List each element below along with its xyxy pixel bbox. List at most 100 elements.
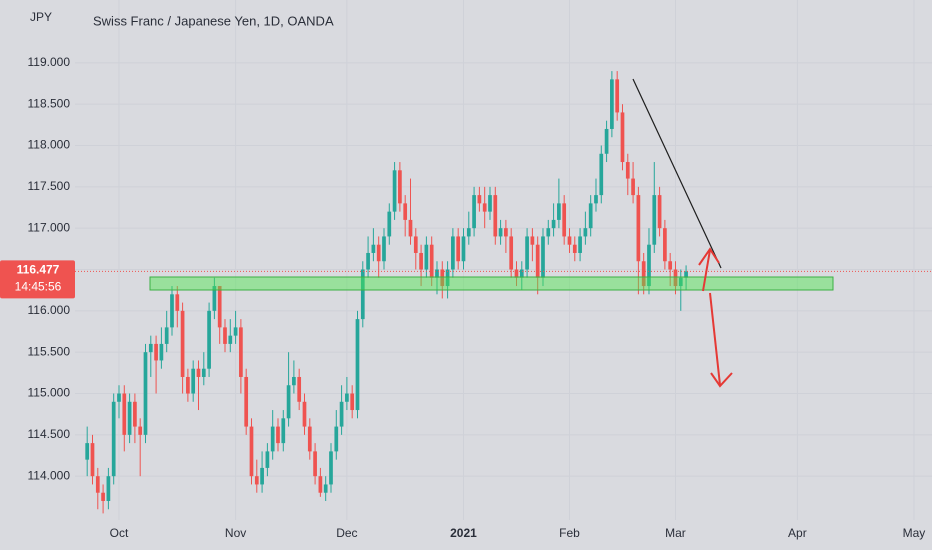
countdown-label: 14:45:56 <box>15 280 62 294</box>
candles <box>85 71 688 514</box>
x-tick-label: Mar <box>665 526 686 540</box>
candle-body <box>578 236 582 253</box>
candle-body <box>504 228 508 237</box>
candle-body <box>148 343 153 353</box>
candle-body <box>567 236 572 245</box>
candle-body <box>85 443 90 460</box>
candle-body <box>610 79 614 129</box>
candle-body <box>678 277 683 287</box>
candle-body <box>673 269 678 287</box>
candle-body <box>345 393 349 402</box>
candle-body <box>122 393 127 435</box>
arrows <box>698 247 733 388</box>
candle-body <box>477 195 482 204</box>
candle-body <box>223 327 227 344</box>
candle-body <box>270 426 275 452</box>
candle-body <box>170 294 174 328</box>
candle-body <box>207 310 211 369</box>
candle-body <box>307 426 312 452</box>
candle-body <box>498 228 503 237</box>
candle-body <box>620 112 625 163</box>
candle-body <box>350 393 355 411</box>
candle-body <box>445 269 450 287</box>
candle-body <box>191 368 196 394</box>
candle-body <box>657 195 662 229</box>
y-tick-label: 115.000 <box>28 386 71 400</box>
candle-body <box>652 195 657 245</box>
candle-body <box>514 269 519 278</box>
candle-body <box>339 401 344 427</box>
candle-body <box>323 484 328 493</box>
candle-body <box>302 401 307 427</box>
currency: JPY <box>30 10 52 24</box>
candle-body <box>594 195 598 204</box>
price-label-box <box>0 260 75 299</box>
candle-body <box>286 385 291 419</box>
candle-body <box>615 79 620 113</box>
price-label: 116.477 <box>17 263 60 277</box>
candle-body <box>525 236 529 270</box>
candle-body <box>249 426 254 477</box>
arrow-down-head <box>710 372 733 388</box>
candle-body <box>466 228 471 237</box>
candle-body <box>546 228 551 237</box>
candle-body <box>117 393 121 402</box>
candle-body <box>228 335 233 344</box>
candle-body <box>334 426 339 452</box>
candle-body <box>260 467 264 485</box>
candle-body <box>668 261 673 270</box>
candle-body <box>562 203 567 237</box>
candle-body <box>138 426 143 435</box>
candle-body <box>424 244 429 270</box>
x-tick-label: May <box>903 526 926 540</box>
candle-body <box>201 368 206 377</box>
candle-body <box>541 236 545 278</box>
candle-body <box>392 170 397 212</box>
candle-body <box>451 236 455 270</box>
candle-body <box>244 376 249 427</box>
x-tick-label: 2021 <box>450 526 477 540</box>
x-tick-label: Feb <box>559 526 580 540</box>
candle-body <box>217 286 222 328</box>
candle-body <box>684 271 688 278</box>
candle-body <box>435 269 439 278</box>
candle-body <box>530 236 535 245</box>
candle-body <box>154 343 158 361</box>
candle-body <box>482 203 487 212</box>
candle-body <box>403 203 408 220</box>
candle-body <box>164 327 169 344</box>
candle-body <box>382 236 386 262</box>
candle-body <box>583 228 588 237</box>
candle-body <box>95 476 100 493</box>
candle-body <box>376 244 381 262</box>
chart-title: Swiss Franc / Japanese Yen, 1D, OANDA <box>93 13 334 28</box>
candle-body <box>329 451 333 485</box>
y-tick-label: 117.500 <box>28 179 71 193</box>
candle-body <box>276 426 280 444</box>
y-tick-label: 115.500 <box>28 344 71 358</box>
x-tick-label: Dec <box>336 526 357 540</box>
candle-body <box>159 343 164 361</box>
axes: 114.000114.500115.000115.500116.000116.5… <box>0 55 932 540</box>
x-tick-label: Oct <box>110 526 129 540</box>
y-tick-label: 118.000 <box>28 138 71 152</box>
candle-body <box>180 310 185 377</box>
candle-body <box>440 269 445 287</box>
candle-body <box>292 376 296 386</box>
candle-body <box>233 327 238 336</box>
candle-body <box>143 352 148 435</box>
candle-body <box>604 128 609 154</box>
y-tick-label: 116.000 <box>28 303 71 317</box>
candle-body <box>488 195 492 212</box>
candle-body <box>281 418 286 444</box>
candle-body <box>493 195 498 237</box>
candle-body <box>313 451 317 477</box>
candle-body <box>371 244 376 253</box>
candle-body <box>212 286 217 311</box>
candle-body <box>429 244 434 278</box>
candle-body <box>461 236 466 262</box>
candle-body <box>551 219 556 229</box>
y-tick-label: 114.000 <box>28 468 71 482</box>
